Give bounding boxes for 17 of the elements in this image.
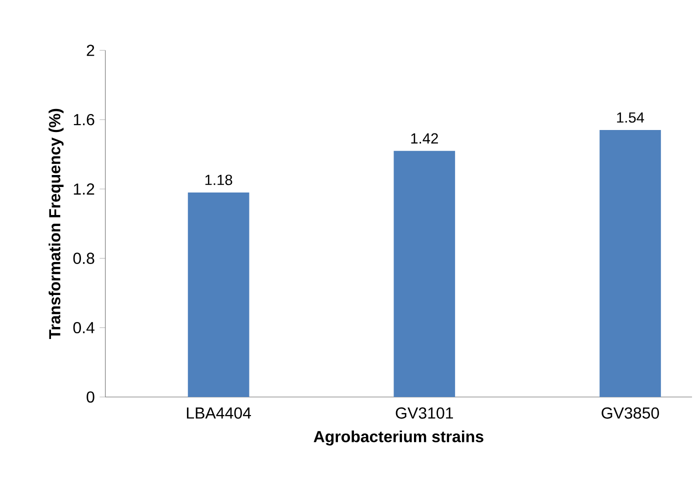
y-tick-label: 2 (86, 44, 94, 56)
data-label: 1.42 (411, 133, 438, 144)
data-label: 1.18 (205, 174, 232, 186)
x-tick-label: GV3101 (396, 407, 453, 419)
x-tick-label: LBA4404 (186, 407, 251, 419)
y-tick-label: 1.2 (74, 183, 94, 195)
bar (188, 192, 250, 397)
y-tick-label: 0 (86, 391, 94, 403)
bar (600, 130, 661, 397)
y-tick-label: 1.6 (74, 114, 94, 126)
y-tick-label: 0.4 (73, 322, 94, 334)
x-axis-title: Agrobacterium strains (314, 430, 484, 446)
x-tick-label: GV3850 (602, 407, 659, 419)
y-axis-title: Transformation Frequency (%) (48, 108, 64, 340)
data-label: 1.54 (617, 112, 644, 123)
bar (394, 150, 456, 397)
y-tick-label: 0.8 (73, 252, 94, 264)
